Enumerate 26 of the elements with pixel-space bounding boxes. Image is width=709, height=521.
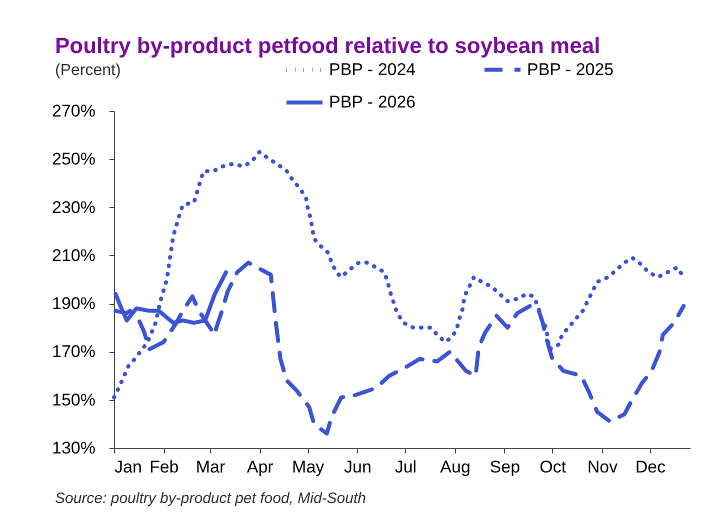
legend-label: PBP - 2024: [329, 60, 416, 79]
legend-label: PBP - 2026: [329, 92, 416, 112]
y-tick-label: 230%: [52, 198, 96, 217]
y-tick-label: 130%: [52, 438, 96, 458]
y-tick-label: 190%: [52, 294, 96, 314]
x-tick-label: May: [292, 458, 325, 476]
chart-title: Poultry by-product petfood relative to soybean meal: [55, 33, 600, 58]
x-tick-label: Feb: [149, 458, 179, 476]
y-tick-label: 210%: [52, 246, 96, 265]
y-tick-label: 150%: [52, 390, 96, 410]
y-tick-label: 250%: [52, 150, 96, 169]
y-tick-label: 170%: [52, 342, 96, 362]
source-note: Source: poultry by-product pet food, Mid-South: [55, 490, 366, 507]
x-tick-label: Aug: [440, 458, 470, 476]
x-tick-label: Oct: [540, 458, 566, 476]
x-tick-label: Jun: [344, 458, 372, 476]
chart-subtitle: (Percent): [55, 62, 121, 79]
x-tick-label: Apr: [246, 458, 274, 476]
x-tick-label: Nov: [587, 458, 618, 476]
x-tick-label: Jan: [114, 458, 142, 476]
x-tick-label: Sep: [490, 458, 520, 476]
x-tick-label: Jul: [394, 458, 417, 476]
legend-label: PBP - 2025: [527, 60, 614, 79]
y-tick-label: 270%: [52, 102, 96, 120]
x-tick-label: Dec: [635, 458, 666, 476]
x-tick-label: Mar: [196, 458, 226, 476]
